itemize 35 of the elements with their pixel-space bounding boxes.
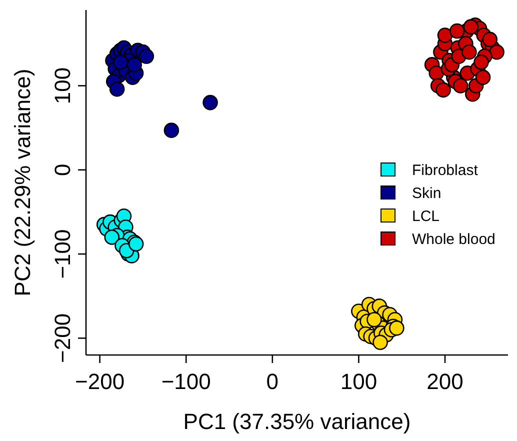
point [138, 48, 154, 64]
point [452, 78, 468, 94]
x-tick-label: 200 [426, 369, 464, 394]
y-tick-label: 0 [50, 164, 75, 176]
point [126, 57, 142, 72]
point [372, 334, 388, 350]
y-tick-label: −100 [50, 229, 75, 279]
legend-label: Whole blood [412, 231, 496, 248]
point [109, 81, 125, 97]
x-tick-label: 100 [340, 369, 378, 394]
legend-label: LCL [412, 208, 440, 225]
point [104, 230, 120, 245]
point [164, 122, 180, 138]
point [474, 54, 489, 70]
y-axis-title: PC2 (22.29% variance) [10, 68, 35, 296]
point [489, 44, 504, 60]
point [202, 94, 218, 110]
x-tick-label: −100 [161, 369, 211, 394]
x-axis-title: PC1 (37.35% variance) [183, 409, 411, 434]
point [436, 82, 451, 98]
point [437, 28, 453, 43]
legend-label: Fibroblast [412, 162, 479, 179]
y-tick-label: −200 [50, 313, 75, 363]
legend-label: Skin [412, 185, 442, 202]
x-tick-label: −200 [75, 369, 125, 394]
point [463, 19, 479, 34]
point [449, 23, 465, 39]
point [475, 70, 491, 85]
point [366, 312, 382, 328]
point [482, 32, 498, 48]
point [462, 44, 477, 60]
point [112, 54, 128, 70]
x-tick-label: 0 [266, 369, 279, 394]
y-tick-label: 100 [50, 67, 75, 104]
point [389, 320, 404, 336]
